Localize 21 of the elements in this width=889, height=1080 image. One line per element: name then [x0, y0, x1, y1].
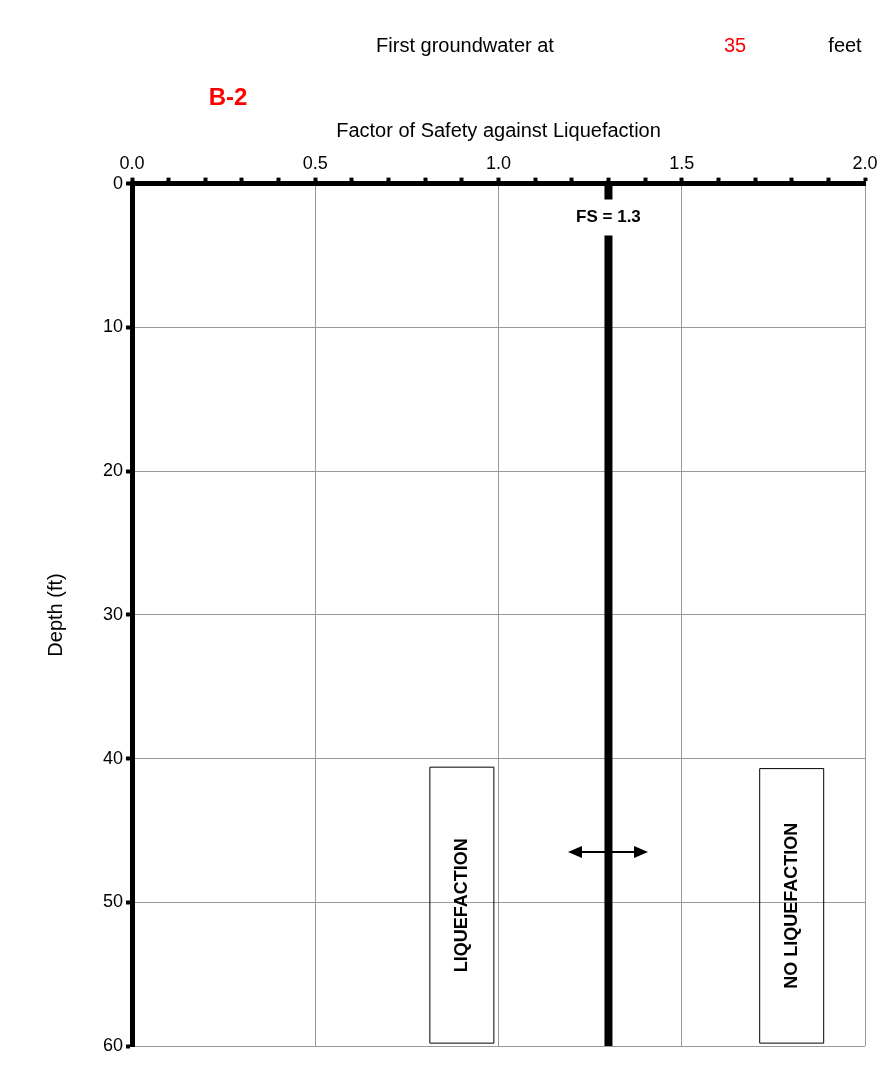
y-tick-label: 40: [102, 747, 124, 768]
y-tick-label: 10: [102, 316, 124, 337]
y-tick-label: 30: [102, 603, 124, 624]
y-tick-label: 20: [102, 460, 124, 481]
chart-title: First groundwater at: [376, 33, 554, 57]
text: feet: [828, 33, 862, 57]
y-tick-label: 60: [102, 1034, 124, 1055]
x-tick-label: 0.0: [119, 152, 145, 173]
y-tick-label: 50: [102, 891, 124, 912]
y-axis-title: Depth (ft): [43, 573, 67, 657]
y-tick-label: 0: [113, 172, 124, 193]
annotation: LIQUEFACTION: [450, 838, 471, 973]
text: B-2: [208, 83, 248, 111]
x-tick-label: 2.0: [852, 152, 878, 173]
x-tick-label: 1.5: [669, 152, 695, 173]
x-tick-label: 0.5: [302, 152, 328, 173]
x-axis-title: Factor of Safety against Liquefaction: [336, 118, 661, 142]
x-tick-label: 1.0: [486, 152, 512, 173]
ref-line-label: FS = 1.3: [576, 207, 641, 227]
annotation: NO LIQUEFACTION: [780, 822, 801, 989]
text: 35: [723, 33, 747, 57]
